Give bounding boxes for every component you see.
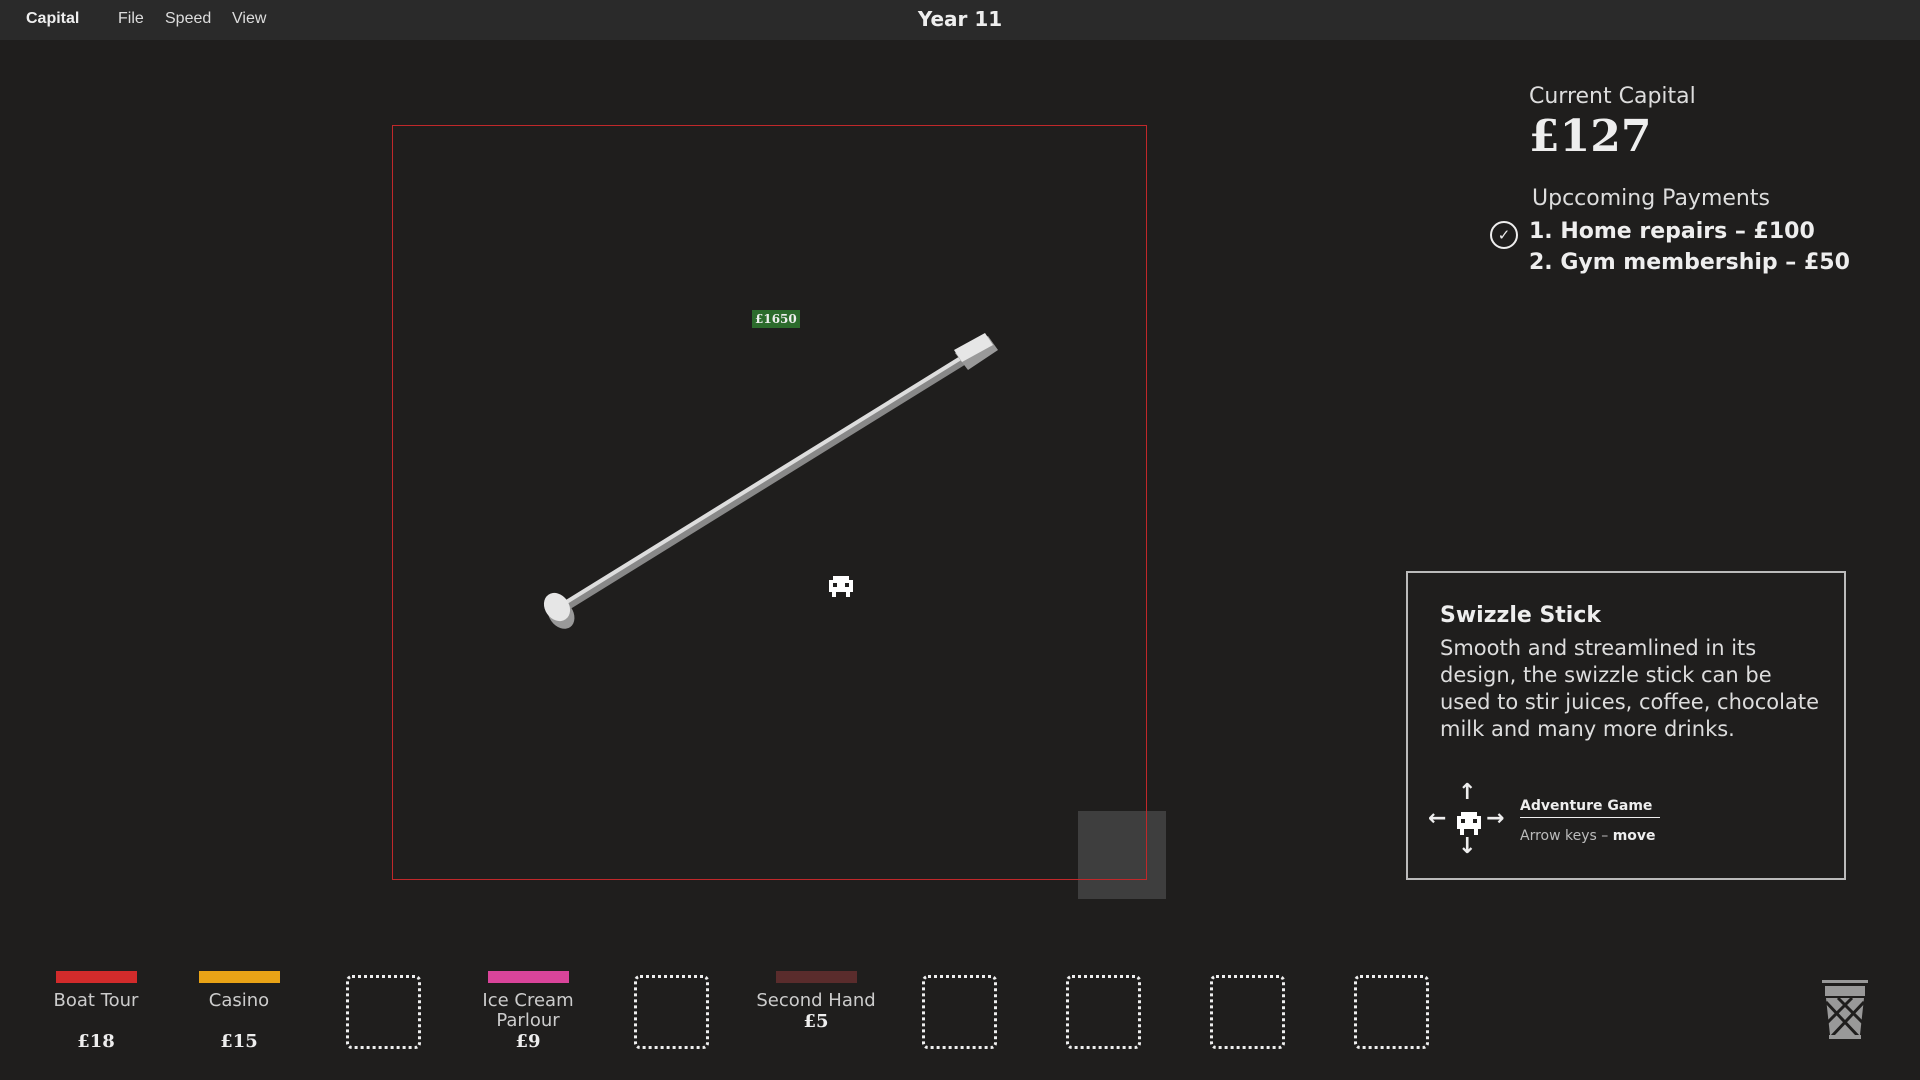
- slot-price: £15: [220, 1031, 258, 1052]
- color-bar: [198, 971, 280, 983]
- empty-slot[interactable]: [1354, 975, 1429, 1049]
- color-bar: [487, 971, 569, 983]
- empty-slot[interactable]: [922, 975, 997, 1049]
- arrow-right-icon: →: [1486, 806, 1505, 831]
- capital-value: £127: [1529, 111, 1652, 162]
- empty-slot[interactable]: [1066, 975, 1141, 1049]
- business-slot-second-hand[interactable]: Second Hand £5: [756, 971, 876, 1032]
- empty-slot[interactable]: [1210, 975, 1285, 1049]
- capital-panel: Current Capital £127: [1529, 84, 1696, 162]
- capital-label: Current Capital: [1529, 84, 1696, 109]
- color-bar: [55, 971, 137, 983]
- arrow-down-icon: ↓: [1458, 834, 1477, 859]
- item-info-panel: Swizzle Stick Smooth and streamlined in …: [1406, 571, 1846, 880]
- business-slot-ice-cream[interactable]: Ice Cream Parlour £9: [468, 971, 588, 1052]
- business-slot-boat-tour[interactable]: Boat Tour £18: [36, 971, 156, 1052]
- keys-label: Arrow keys: [1520, 828, 1597, 844]
- robot-icon: [1457, 812, 1481, 835]
- year-label: Year 11: [917, 7, 1003, 31]
- empty-slot[interactable]: [634, 975, 709, 1049]
- action-label: move: [1612, 828, 1656, 844]
- menu-speed[interactable]: Speed: [165, 10, 212, 27]
- menu-file[interactable]: File: [118, 10, 144, 27]
- slot-price: £18: [77, 1031, 115, 1052]
- game-area[interactable]: [392, 125, 1147, 880]
- check-circle-icon: ✓: [1490, 221, 1518, 249]
- slot-name: Ice Cream Parlour: [482, 990, 574, 1031]
- business-slot-casino[interactable]: Casino £15: [179, 971, 299, 1052]
- arrow-left-icon: ←: [1428, 806, 1447, 831]
- menu-bar: Capital File Speed View Year 11: [0, 0, 1920, 40]
- trash-icon[interactable]: [1822, 980, 1868, 1040]
- slot-price: £9: [515, 1031, 541, 1052]
- frame-shadow: [1078, 811, 1166, 899]
- item-title: Swizzle Stick: [1440, 603, 1602, 628]
- controls-game-label: Adventure Game: [1520, 798, 1660, 818]
- arrow-up-icon: ↑: [1458, 780, 1477, 805]
- payments-label: Upccoming Payments: [1532, 186, 1770, 211]
- menu-view[interactable]: View: [232, 10, 267, 27]
- slot-name: Boat Tour: [53, 990, 139, 1011]
- player-robot-icon: [829, 576, 853, 597]
- color-bar: [775, 971, 857, 983]
- slot-name: Second Hand: [756, 990, 876, 1011]
- app-name: Capital: [26, 10, 80, 27]
- item-description: Smooth and streamlined in its design, th…: [1440, 636, 1819, 741]
- price-tag: £1650: [752, 310, 800, 328]
- payment-item: 2. Gym membership – £50: [1529, 250, 1850, 275]
- empty-slot[interactable]: [346, 975, 421, 1049]
- controls-hint: Arrow keys – move: [1520, 828, 1656, 844]
- payment-item: 1. Home repairs – £100: [1529, 219, 1815, 244]
- swizzle-stick[interactable]: [539, 333, 998, 634]
- arrow-keys-icon: ↑ ← → ↓: [1428, 780, 1508, 866]
- slot-name: Casino: [208, 990, 270, 1011]
- slot-price: £5: [803, 1011, 829, 1032]
